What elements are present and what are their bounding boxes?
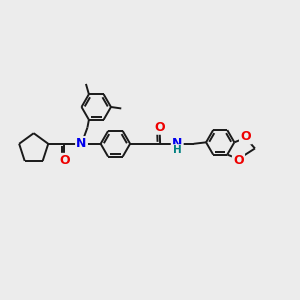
Text: O: O	[233, 154, 244, 167]
Text: H: H	[173, 145, 182, 155]
Text: O: O	[240, 130, 251, 143]
Text: O: O	[59, 154, 70, 167]
Text: N: N	[76, 137, 87, 150]
Text: N: N	[172, 137, 182, 150]
Text: O: O	[154, 121, 165, 134]
